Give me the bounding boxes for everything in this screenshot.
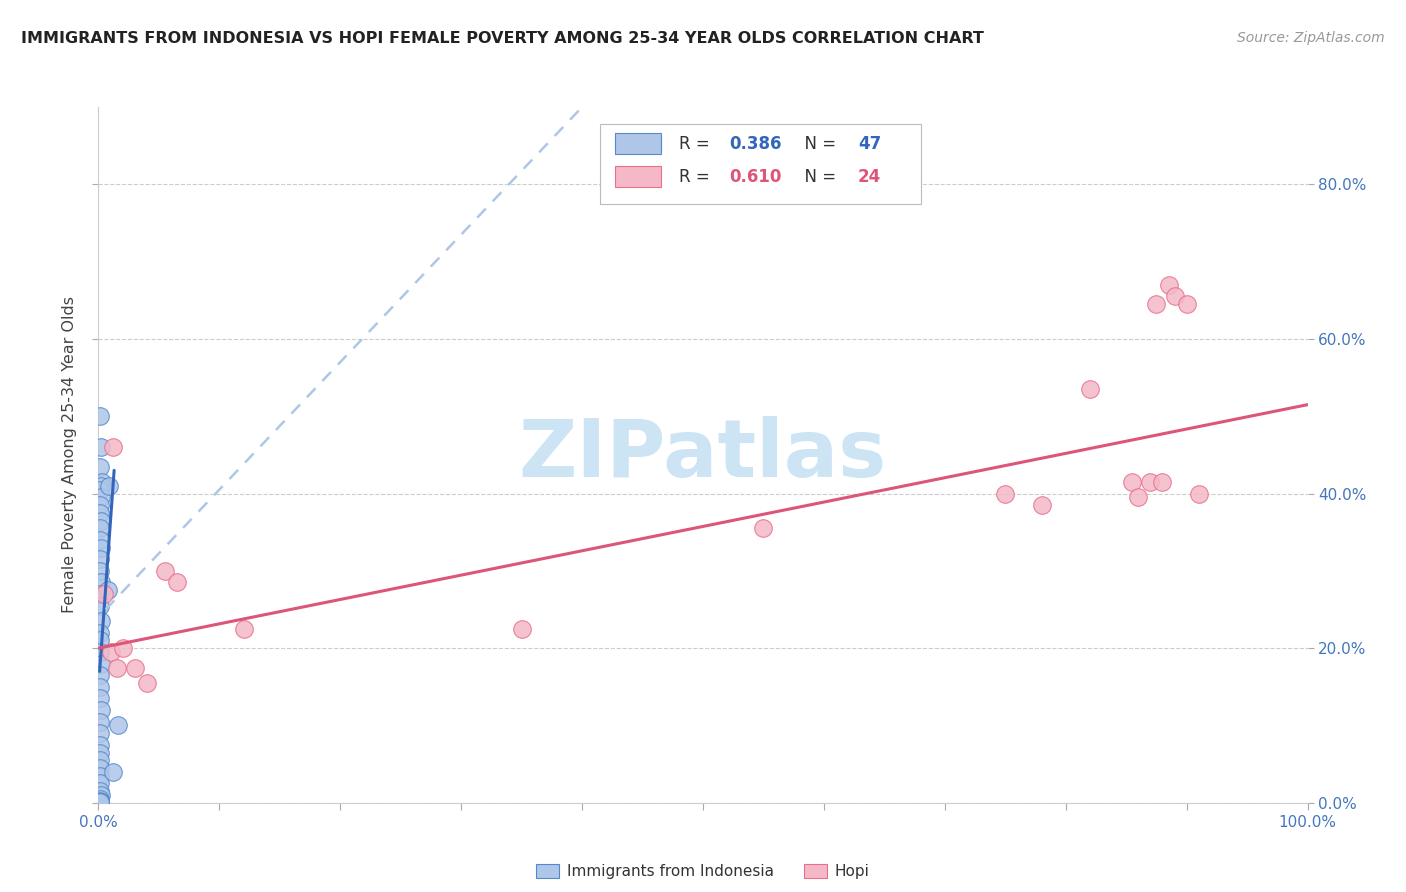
Point (89, 784, 111, 798)
Point (89, 776, 111, 790)
Text: 0.610: 0.610 (730, 168, 782, 186)
Point (89, 761, 111, 775)
Point (89, 726, 111, 740)
Point (91, 475, 114, 489)
Point (89, 521, 111, 535)
FancyBboxPatch shape (600, 124, 921, 204)
Point (994, 486, 1017, 500)
Point (90, 440, 112, 454)
Point (89, 795, 111, 809)
Point (90, 614, 112, 628)
Point (89, 625, 111, 640)
Text: N =: N = (793, 135, 841, 153)
Point (1175, 297, 1198, 311)
Text: N =: N = (793, 168, 841, 186)
Point (90, 514, 112, 528)
Text: 24: 24 (858, 168, 882, 186)
Point (97, 583, 120, 598)
Point (89, 552, 111, 566)
Point (101, 764, 124, 779)
Text: Source: ZipAtlas.com: Source: ZipAtlas.com (1237, 31, 1385, 45)
Point (232, 622, 254, 636)
Point (89, 599, 111, 613)
Point (89, 795, 111, 809)
Point (89, 409, 111, 424)
Bar (614, 134, 661, 154)
Point (89, 746, 111, 760)
Point (89, 633, 111, 648)
Text: 47: 47 (858, 135, 882, 153)
Point (101, 440, 124, 454)
Bar (614, 166, 661, 187)
Point (89, 459, 111, 474)
Text: R =: R = (679, 168, 714, 186)
Text: ZIPatlas: ZIPatlas (519, 416, 887, 494)
Point (89, 795, 111, 809)
Point (89, 753, 111, 767)
Text: R =: R = (679, 135, 714, 153)
Point (510, 622, 533, 636)
Point (1031, 498, 1053, 512)
Point (89, 498, 111, 512)
Point (89, 794, 111, 808)
Point (1128, 491, 1150, 505)
Point (89, 587, 111, 601)
Point (1188, 486, 1211, 500)
Point (89, 738, 111, 752)
Point (89, 506, 111, 520)
Point (1157, 277, 1180, 292)
Point (90, 657, 112, 671)
Point (166, 575, 188, 590)
Point (89, 668, 111, 682)
Text: 0.386: 0.386 (730, 135, 782, 153)
Point (100, 645, 122, 659)
Point (90, 788, 112, 802)
Point (90, 491, 112, 505)
Point (89, 483, 111, 497)
Point (89, 645, 111, 659)
Point (89, 792, 111, 806)
Point (153, 564, 176, 578)
Point (135, 676, 157, 690)
Point (98, 479, 121, 493)
Point (89, 680, 111, 694)
Point (89, 795, 111, 809)
Point (107, 718, 129, 732)
Point (89, 714, 111, 729)
Point (1152, 475, 1174, 489)
Point (90, 541, 112, 555)
Point (89, 564, 111, 578)
Point (1139, 475, 1161, 489)
Point (1078, 382, 1101, 396)
Legend: Immigrants from Indonesia, Hopi: Immigrants from Indonesia, Hopi (530, 858, 876, 886)
Point (105, 660, 128, 674)
Text: IMMIGRANTS FROM INDONESIA VS HOPI FEMALE POVERTY AMONG 25-34 YEAR OLDS CORRELATI: IMMIGRANTS FROM INDONESIA VS HOPI FEMALE… (21, 31, 984, 46)
Point (1146, 297, 1168, 311)
Point (89, 769, 111, 783)
Point (89, 691, 111, 706)
Point (90, 703, 112, 717)
Point (93, 587, 115, 601)
Point (90, 575, 112, 590)
Point (1121, 475, 1143, 489)
Point (89, 533, 111, 547)
Point (90, 479, 112, 493)
Point (124, 660, 146, 674)
Y-axis label: Female Poverty Among 25-34 Year Olds: Female Poverty Among 25-34 Year Olds (62, 296, 77, 614)
Point (111, 641, 134, 656)
Point (752, 521, 775, 535)
Point (1163, 289, 1185, 303)
